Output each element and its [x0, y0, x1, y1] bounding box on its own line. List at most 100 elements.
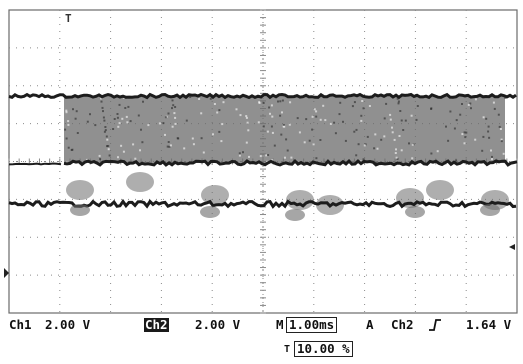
- noise-speck: [132, 143, 135, 146]
- noise-speck: [124, 107, 127, 109]
- noise-speck: [212, 133, 214, 136]
- noise-speck: [245, 115, 248, 118]
- noise-speck: [105, 135, 108, 138]
- noise-speck: [491, 158, 493, 161]
- noise-speck: [355, 128, 358, 131]
- noise-speck: [363, 144, 366, 147]
- noise-speck: [339, 101, 342, 104]
- noise-speck: [216, 111, 219, 114]
- noise-speck: [100, 100, 103, 103]
- noise-speck: [474, 138, 477, 141]
- noise-speck: [102, 116, 105, 119]
- noise-speck: [213, 103, 216, 105]
- noise-speck: [463, 131, 466, 134]
- noise-speck: [259, 155, 262, 158]
- noise-speck: [400, 149, 403, 152]
- noise-speck: [271, 115, 274, 118]
- noise-speck: [106, 145, 108, 148]
- noise-speck: [376, 147, 379, 150]
- noise-speck: [262, 102, 265, 104]
- noise-speck: [360, 114, 363, 117]
- noise-speck: [395, 148, 397, 151]
- noise-speck: [398, 135, 401, 137]
- noise-speck: [482, 116, 485, 119]
- noise-speck: [362, 107, 365, 110]
- noise-speck: [399, 110, 402, 112]
- svg-text:T: T: [65, 12, 72, 25]
- noise-speck: [296, 117, 299, 120]
- noise-speck: [164, 116, 167, 119]
- noise-speck: [238, 152, 241, 155]
- noise-speck: [459, 113, 462, 116]
- noise-speck: [380, 138, 383, 141]
- noise-speck: [171, 125, 174, 128]
- noise-speck: [140, 128, 142, 131]
- noise-speck: [455, 159, 458, 162]
- noise-speck: [242, 151, 244, 154]
- noise-speck: [267, 154, 270, 156]
- noise-speck: [391, 131, 394, 134]
- noise-speck: [324, 119, 327, 122]
- noise-speck: [108, 154, 111, 157]
- noise-speck: [397, 102, 400, 105]
- noise-speck: [416, 105, 419, 107]
- noise-speck: [467, 103, 470, 106]
- noise-speck: [118, 122, 121, 125]
- timebase-prefix: M: [276, 317, 284, 332]
- noise-speck: [449, 110, 452, 113]
- noise-speck: [396, 97, 399, 100]
- noise-speck: [389, 118, 392, 121]
- noise-speck: [493, 107, 496, 110]
- noise-speck: [220, 140, 223, 143]
- noise-speck: [76, 132, 79, 134]
- noise-speck: [461, 133, 464, 136]
- noise-speck: [362, 158, 365, 161]
- noise-speck: [122, 150, 125, 153]
- noise-speck: [121, 117, 124, 120]
- noise-speck: [353, 130, 356, 133]
- noise-speck: [289, 101, 292, 104]
- noise-speck: [430, 152, 433, 155]
- noise-speck: [89, 113, 91, 116]
- noise-speck: [288, 123, 291, 126]
- ch1-low-segment: [8, 162, 62, 166]
- noise-speck: [117, 156, 119, 159]
- noise-speck: [67, 123, 70, 126]
- noise-speck: [436, 150, 439, 153]
- noise-speck: [492, 101, 495, 104]
- noise-speck: [286, 149, 289, 152]
- noise-speck: [312, 143, 315, 146]
- noise-speck: [500, 138, 503, 141]
- noise-speck: [120, 144, 123, 147]
- noise-speck: [198, 98, 201, 100]
- noise-speck: [158, 122, 161, 125]
- ch2-scale: 2.00 V: [195, 317, 241, 332]
- noise-speck: [117, 125, 120, 128]
- noise-speck: [315, 115, 318, 118]
- noise-speck: [353, 101, 356, 104]
- noise-speck: [411, 157, 414, 160]
- noise-speck: [469, 102, 472, 105]
- noise-speck: [167, 112, 170, 115]
- noise-speck: [333, 121, 336, 124]
- noise-speck: [470, 107, 472, 110]
- noise-speck: [303, 141, 306, 144]
- noise-speck: [268, 106, 271, 109]
- noise-speck: [245, 116, 248, 119]
- noise-speck: [430, 108, 433, 110]
- noise-speck: [126, 121, 129, 124]
- noise-speck: [183, 147, 186, 150]
- noise-speck: [402, 129, 405, 131]
- noise-speck: [106, 138, 109, 141]
- noise-speck: [280, 133, 283, 136]
- noise-speck: [319, 139, 322, 141]
- noise-speck: [394, 152, 397, 154]
- timebase-value: 1.00ms: [286, 317, 338, 333]
- noise-speck: [168, 145, 171, 148]
- ch2-glitch: [480, 204, 500, 216]
- noise-speck: [248, 155, 250, 158]
- ch2-glitch: [405, 206, 425, 218]
- noise-speck: [474, 98, 477, 101]
- noise-speck: [502, 152, 505, 155]
